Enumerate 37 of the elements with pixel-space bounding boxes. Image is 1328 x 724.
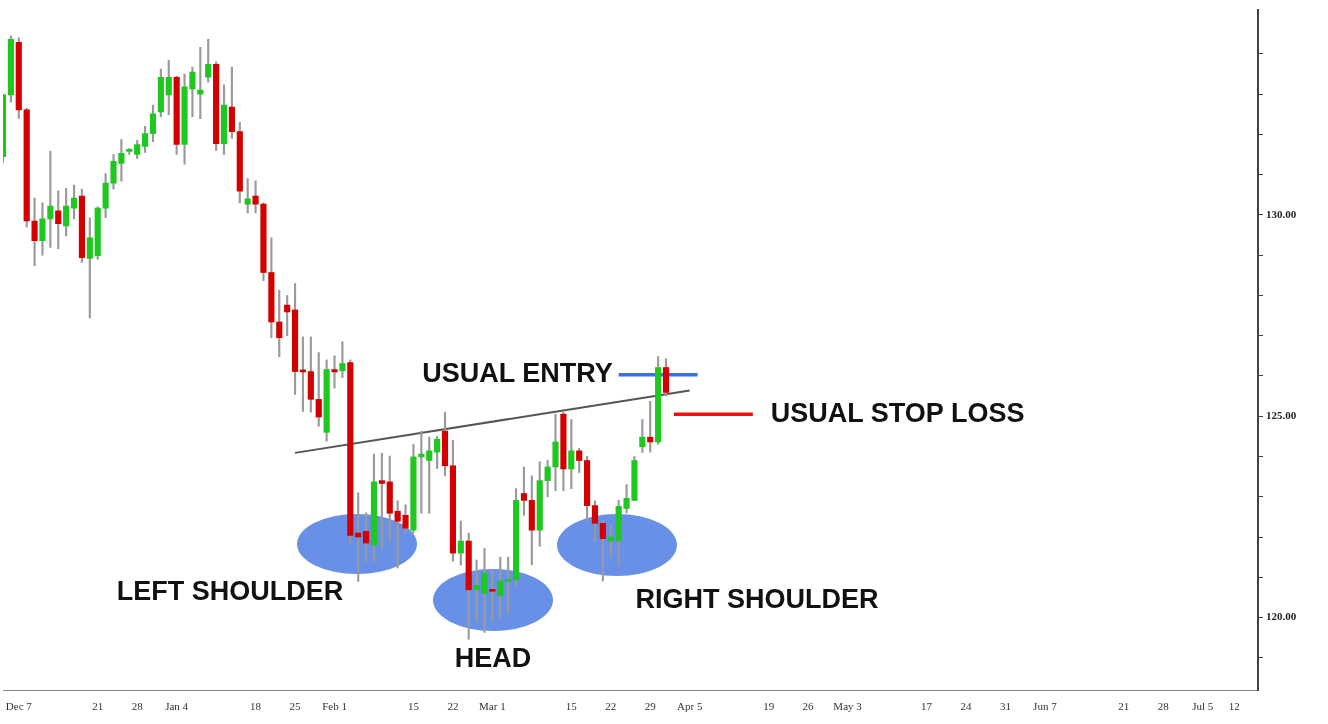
x-tick-label: Jul 5 [1192, 700, 1214, 713]
x-tick-label: 15 [407, 700, 420, 713]
x-tick-label: Dec 7 [5, 700, 33, 713]
x-tick-label: 22 [605, 700, 617, 713]
candlestick [252, 180, 259, 214]
y-tick-label: 125.00 [1266, 409, 1297, 422]
x-tick-label: 17 [920, 700, 933, 713]
candlestick [552, 413, 559, 492]
x-tick-label: 26 [802, 700, 815, 713]
x-tick-label: Jun 7 [1033, 700, 1058, 713]
x-tick-label: 12 [1228, 700, 1240, 713]
x-tick-label: 31 [999, 700, 1011, 713]
annotation: HEAD [454, 643, 532, 674]
x-tick-label: Jan 4 [165, 700, 189, 713]
series-label: USUAL ENTRY [422, 358, 613, 389]
x-tick-label: 24 [960, 700, 972, 713]
x-tick-label: 21 [92, 700, 104, 713]
x-tick-label: May 3 [833, 700, 863, 713]
x-tick-label: 21 [1118, 700, 1130, 713]
x-tick-label: 22 [447, 700, 459, 713]
candlestick [31, 197, 38, 266]
series-label: USUAL STOP LOSS [770, 397, 1025, 428]
x-tick-label: Apr 5 [677, 700, 703, 713]
x-tick-label: 29 [644, 700, 657, 713]
candlestick [331, 355, 338, 389]
annotation: RIGHT SHOULDER [635, 584, 879, 615]
y-tick-label: 130.00 [1266, 207, 1297, 220]
annotation: LEFT SHOULDER [116, 576, 344, 607]
x-tick-label: 28 [131, 700, 144, 713]
x-tick-label: 25 [289, 700, 302, 713]
x-tick-label: Mar 1 [479, 700, 506, 713]
x-tick-label: Feb 1 [322, 700, 347, 713]
x-tick-label: 15 [565, 700, 578, 713]
x-tick-label: 28 [1157, 700, 1170, 713]
x-tick-label: 18 [250, 700, 262, 713]
y-tick-label: 120.00 [1266, 610, 1297, 623]
x-tick-label: 19 [763, 700, 775, 713]
